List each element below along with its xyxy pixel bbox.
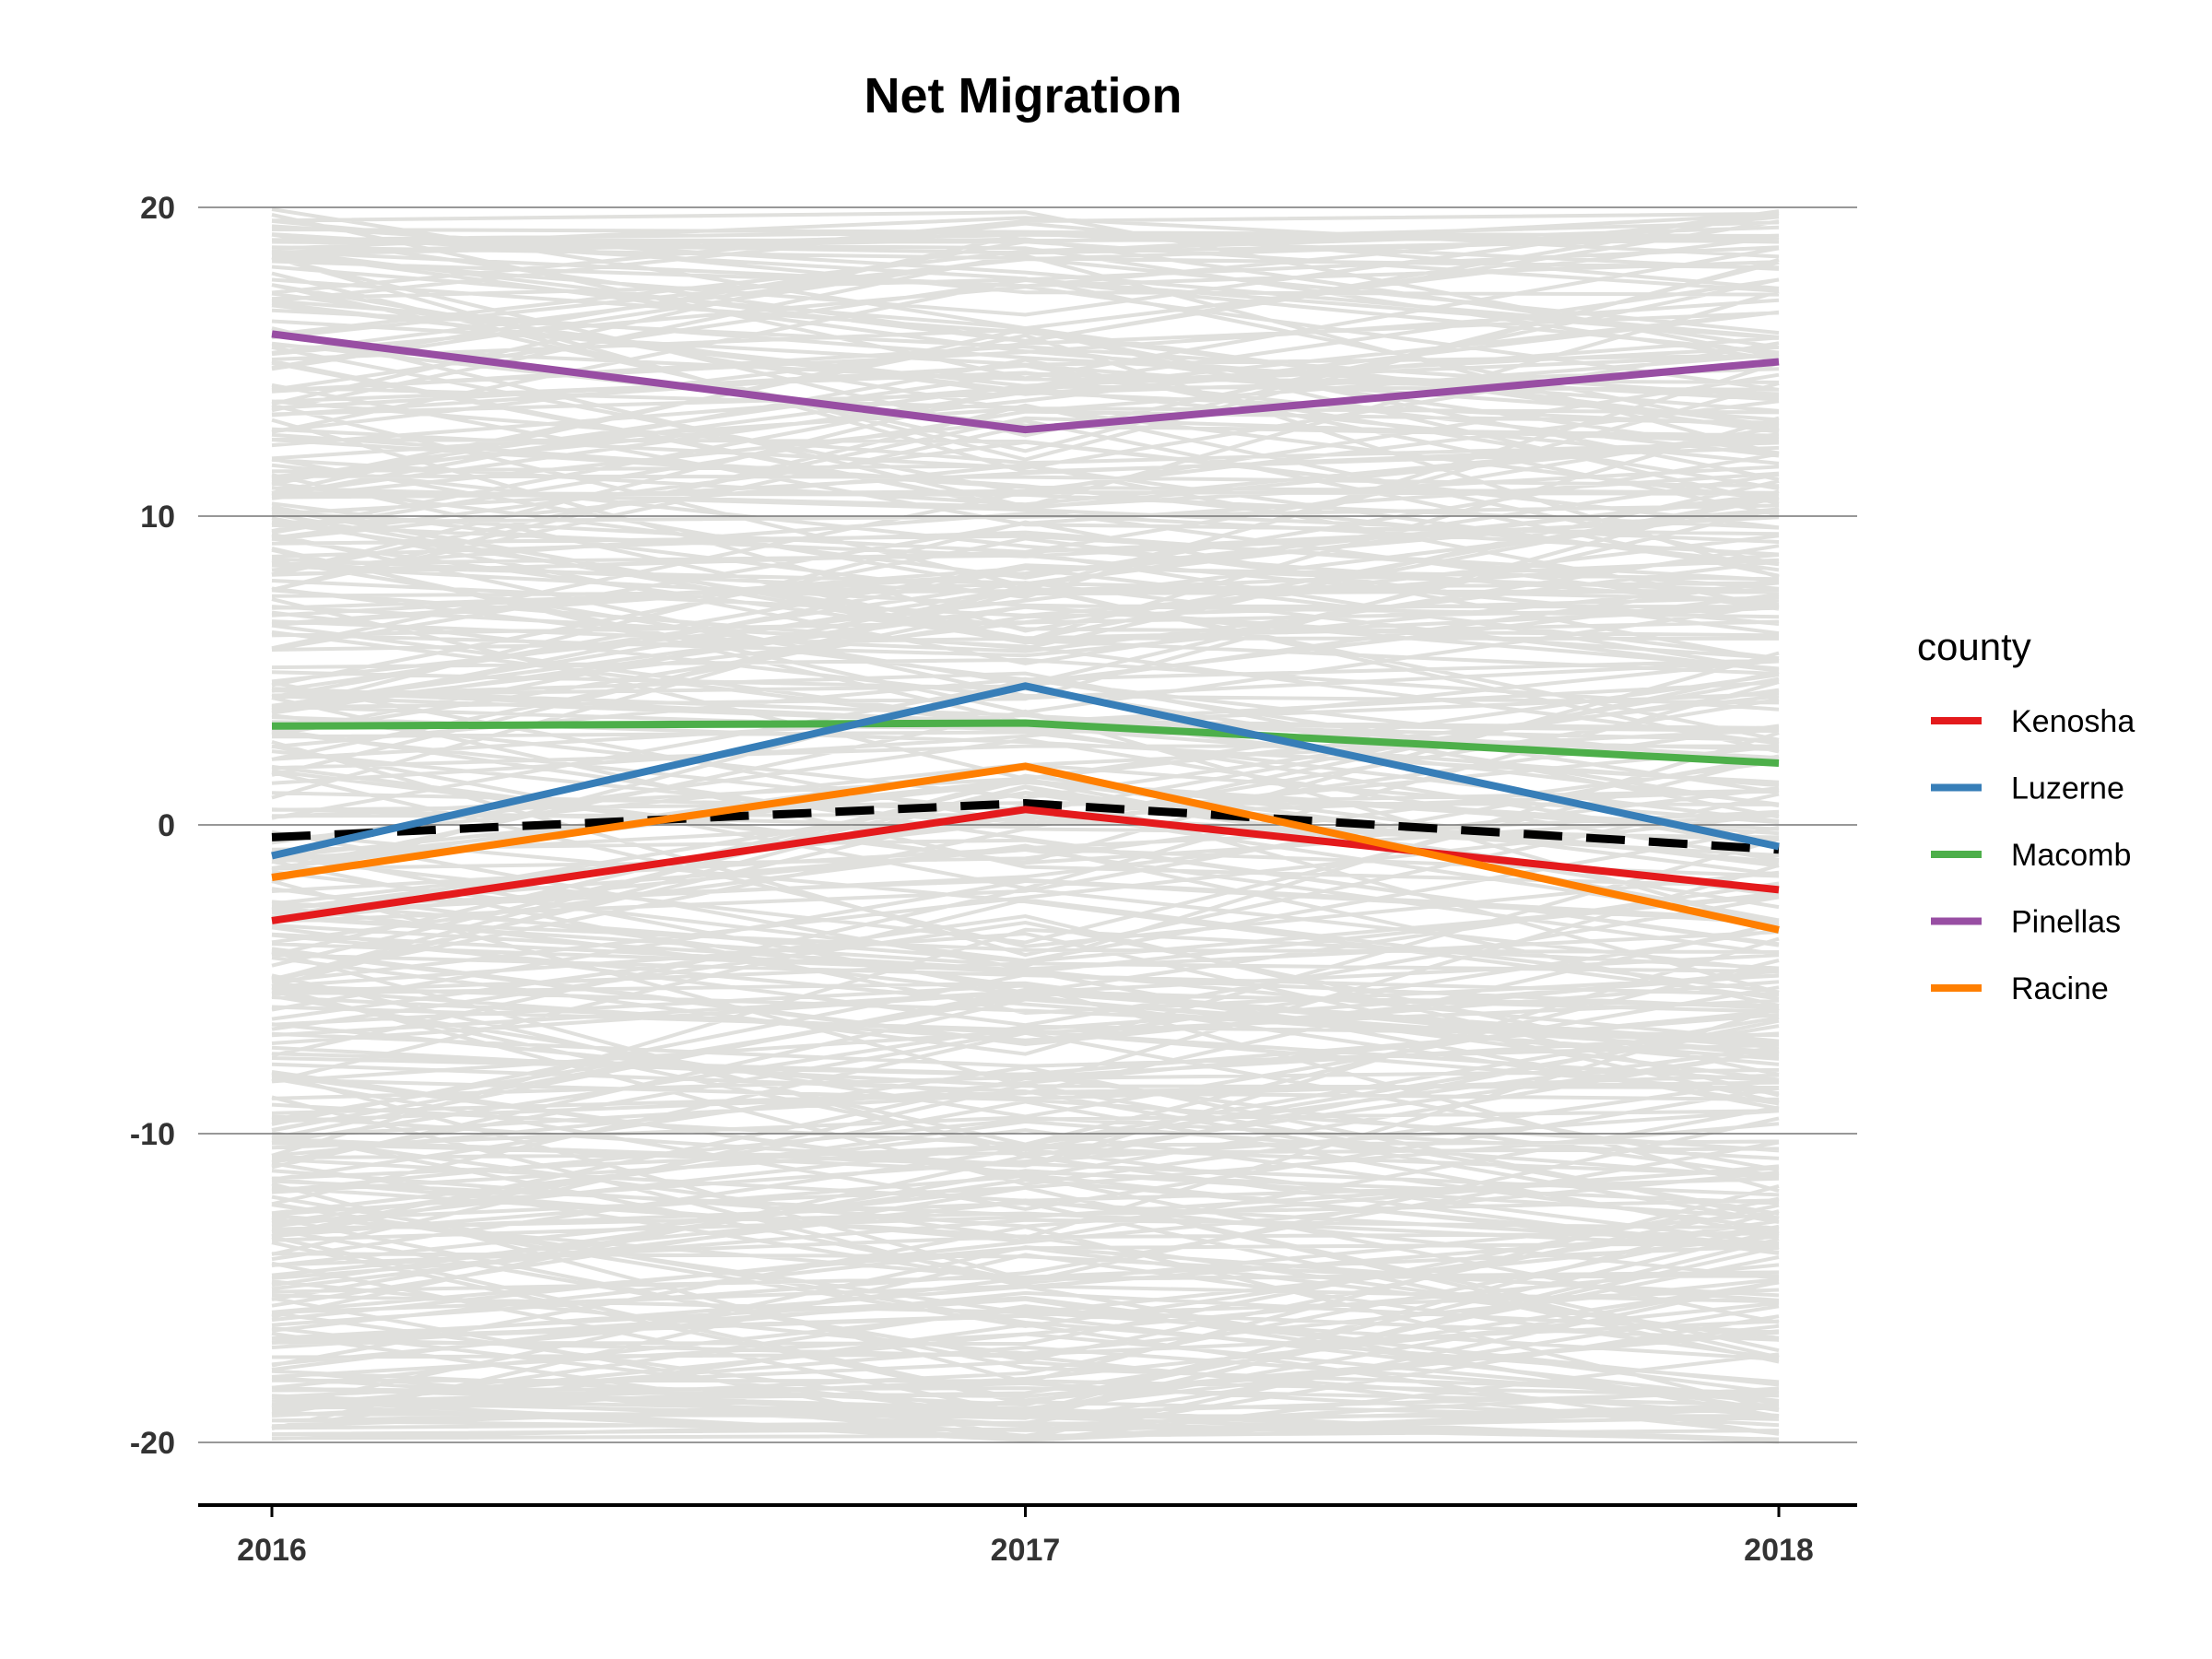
chart-title: Net Migration <box>865 68 1182 124</box>
y-axis-ticks: 20 10 0 -10 -20 <box>130 191 175 1461</box>
legend-label-luzerne: Luzerne <box>2011 771 2124 806</box>
x-tick-label: 2016 <box>237 1533 307 1568</box>
legend-label-pinellas: Pinellas <box>2011 905 2121 940</box>
series-line-racine <box>271 762 1780 934</box>
y-tick-label: -10 <box>130 1117 175 1152</box>
legend: county Kenosha Luzerne Macomb Pinellas Racin… <box>1917 625 2135 1006</box>
y-tick-label: -20 <box>130 1426 175 1461</box>
background-lines <box>271 207 1780 1444</box>
y-tick-label: 20 <box>140 191 175 226</box>
y-tick-label: 10 <box>140 500 175 535</box>
series-line-macomb <box>271 719 1780 767</box>
series-line-luzerne <box>271 682 1780 860</box>
x-axis: 2016 2017 2018 <box>198 1503 1857 1568</box>
background-county-lines <box>271 207 1780 1444</box>
legend-label-macomb: Macomb <box>2011 838 2131 873</box>
average-reference-line <box>271 798 1780 854</box>
x-tick-label: 2017 <box>991 1533 1061 1568</box>
legend-title: county <box>1917 625 2031 668</box>
legend-label-kenosha: Kenosha <box>2011 704 2135 739</box>
y-tick-label: 0 <box>158 808 175 843</box>
x-tick-label: 2018 <box>1744 1533 1814 1568</box>
legend-label-racine: Racine <box>2011 971 2109 1006</box>
series-line-kenosha <box>271 806 1780 924</box>
series-lines <box>271 330 1780 934</box>
series-line-pinellas <box>271 330 1780 434</box>
